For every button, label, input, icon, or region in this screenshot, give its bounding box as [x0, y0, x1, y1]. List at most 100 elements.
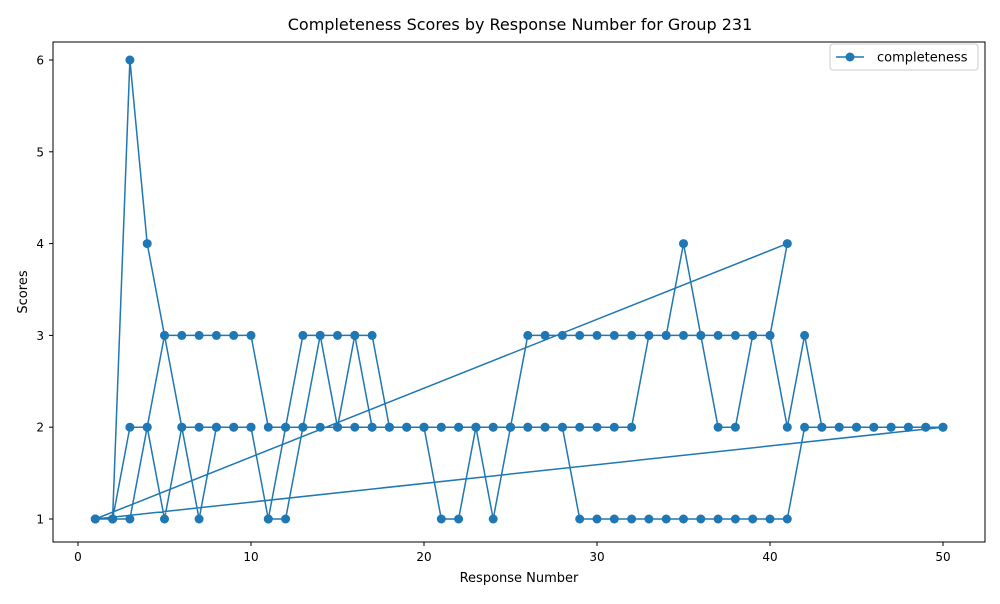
data-point [903, 422, 913, 432]
data-point [696, 514, 706, 524]
data-point [938, 422, 948, 432]
data-point [886, 422, 896, 432]
data-point [782, 239, 792, 249]
data-point [263, 514, 273, 524]
data-point [575, 514, 585, 524]
data-point [177, 330, 187, 340]
data-point [748, 330, 758, 340]
data-point [488, 422, 498, 432]
data-point [696, 330, 706, 340]
data-point [436, 514, 446, 524]
data-point [765, 330, 775, 340]
data-point [748, 514, 758, 524]
x-tick-label: 10 [243, 550, 258, 564]
x-tick-label: 0 [74, 550, 82, 564]
data-point [160, 514, 169, 524]
x-tick-label: 40 [762, 550, 777, 564]
data-point [713, 422, 723, 432]
data-point [730, 330, 740, 340]
data-point [263, 422, 273, 432]
data-point [644, 514, 654, 524]
data-point [367, 330, 377, 340]
data-point [454, 422, 464, 432]
data-point [142, 422, 152, 432]
data-point [713, 330, 723, 340]
data-point [194, 422, 204, 432]
data-point [471, 422, 481, 432]
data-point [350, 330, 360, 340]
data-point [834, 422, 844, 432]
data-point [592, 330, 602, 340]
data-point [679, 239, 688, 249]
x-axis: 0 10 20 30 40 50 [74, 542, 951, 564]
y-axis-label: Scores [16, 270, 31, 313]
x-tick-label: 20 [416, 550, 431, 564]
data-point [333, 422, 342, 432]
data-point [246, 330, 256, 340]
data-point [333, 330, 342, 340]
data-point [557, 330, 567, 340]
data-point [246, 422, 256, 432]
y-tick-label: 5 [36, 145, 44, 159]
data-point [661, 330, 671, 340]
x-tick-label: 30 [589, 550, 604, 564]
data-point [627, 514, 637, 524]
y-tick-label: 2 [36, 421, 44, 435]
data-point [782, 514, 792, 524]
data-point [921, 422, 931, 432]
data-point [627, 330, 637, 340]
data-point [125, 422, 135, 432]
data-point [384, 422, 394, 432]
y-tick-label: 3 [36, 329, 44, 343]
data-point [557, 422, 567, 432]
data-point [367, 422, 377, 432]
data-point [592, 422, 602, 432]
data-point [125, 55, 135, 65]
y-axis: 1 2 3 4 5 6 [36, 54, 53, 527]
data-point [609, 330, 619, 340]
legend-dot-marker [845, 52, 855, 62]
data-point [108, 514, 118, 524]
data-point [229, 422, 239, 432]
data-point [229, 330, 239, 340]
y-tick-label: 4 [36, 237, 44, 251]
data-point [298, 330, 308, 340]
data-point [800, 422, 810, 432]
data-point [281, 422, 291, 432]
data-point [523, 330, 533, 340]
data-point [730, 422, 740, 432]
data-point [765, 514, 775, 524]
data-point [523, 422, 533, 432]
data-point [713, 514, 723, 524]
chart-title: Completeness Scores by Response Number f… [288, 15, 753, 34]
plot-area [90, 55, 948, 524]
data-point [540, 422, 550, 432]
data-point [592, 514, 602, 524]
x-axis-label: Response Number [460, 571, 579, 586]
data-point [436, 422, 446, 432]
y-tick-label: 6 [36, 54, 44, 68]
data-point [402, 422, 412, 432]
data-point [679, 330, 688, 340]
series-line-completeness [95, 59, 944, 520]
data-point [540, 330, 550, 340]
data-point [817, 422, 827, 432]
plot-frame [52, 41, 986, 543]
legend: completeness [829, 43, 979, 71]
data-point [627, 422, 637, 432]
data-point [177, 422, 187, 432]
legend-box [829, 43, 979, 71]
data-point [575, 422, 585, 432]
data-point [869, 422, 879, 432]
data-point [661, 514, 671, 524]
data-point [160, 330, 169, 340]
data-point [142, 239, 152, 249]
data-point [575, 330, 585, 340]
data-point [211, 330, 221, 340]
y-tick-label: 1 [36, 513, 44, 527]
data-point [488, 514, 498, 524]
data-point [211, 422, 221, 432]
data-point [782, 422, 792, 432]
